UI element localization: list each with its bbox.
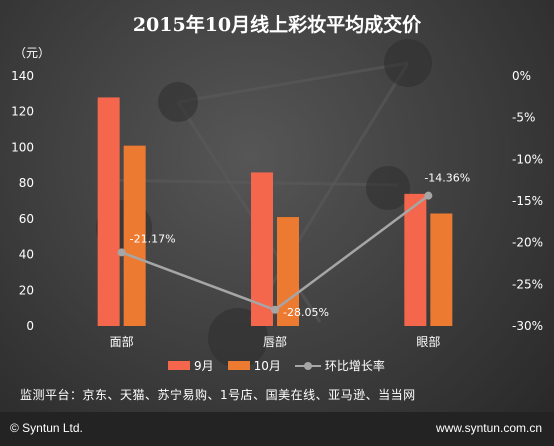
- legend-swatch-sep: [168, 361, 190, 370]
- bar-oct: [430, 213, 453, 326]
- legend-label-sep: 9月: [194, 359, 214, 373]
- growth-line-group: -21.17% -28.05% -14.36%: [117, 172, 470, 319]
- legend-label-growth: 环比增长率: [324, 359, 385, 373]
- growth-data-label: -28.05%: [283, 306, 329, 319]
- legend-item-sep: 9月: [168, 357, 214, 374]
- y2-tick-label: -20%: [512, 236, 543, 250]
- bar-sep: [404, 193, 427, 326]
- footer-bar: © Syntun Ltd. www.syntun.com.cn: [0, 412, 554, 446]
- y-tick-label: 140: [11, 69, 34, 83]
- bar-sep: [251, 172, 273, 326]
- y2-tick-label: -15%: [512, 194, 543, 208]
- growth-point: [117, 248, 126, 257]
- legend-item-growth: 环比增长率: [294, 357, 385, 374]
- legend-label-oct: 10月: [253, 359, 281, 373]
- growth-point: [424, 191, 433, 200]
- decoration-circle: [158, 82, 198, 122]
- left-axis-ticks: 0 20 40 60 80 100 120 140: [11, 69, 34, 333]
- y-tick-label: 120: [11, 105, 34, 119]
- legend-swatch-growth: [294, 361, 321, 371]
- y-tick-label: 20: [19, 283, 34, 297]
- decoration-line: [248, 62, 410, 321]
- bars-group: [97, 97, 453, 326]
- monitor-platforms-text: 监测平台：京东、天猫、苏宁易购、1号店、国美在线、亚马逊、当当网: [20, 388, 416, 402]
- y2-tick-label: -10%: [512, 152, 543, 166]
- category-labels: 面部 唇部 眼部: [110, 334, 441, 349]
- y2-tick-label: 0%: [512, 69, 531, 83]
- category-label: 唇部: [263, 334, 287, 349]
- category-label: 面部: [110, 334, 134, 349]
- category-label: 眼部: [416, 334, 440, 349]
- legend-swatch-oct: [227, 361, 250, 370]
- bar-oct: [123, 145, 146, 326]
- legend-item-oct: 10月: [227, 357, 281, 374]
- y-tick-label: 0: [26, 319, 34, 333]
- growth-data-label: -14.36%: [424, 172, 470, 185]
- decoration-line: [177, 61, 409, 104]
- chart-area: （元） 0 20 40 60 80 100 120 140 0% -5% -10% -15% -20%…: [11, 39, 544, 349]
- chart-title: 2015年10月线上彩妆平均成交价: [132, 14, 422, 36]
- y-axis-unit-label: （元）: [14, 46, 50, 60]
- y-tick-label: 40: [19, 248, 34, 262]
- decoration-circle: [384, 39, 432, 87]
- right-axis-ticks: 0% -5% -10% -15% -20% -25% -30%: [512, 69, 543, 333]
- y-tick-label: 60: [19, 212, 34, 226]
- decoration-line: [99, 178, 399, 187]
- legend: 9月 10月 环比增长率: [168, 357, 399, 374]
- bar-sep: [97, 97, 120, 326]
- growth-data-label: -21.17%: [130, 232, 176, 245]
- bar-oct: [277, 217, 299, 326]
- y-tick-label: 80: [19, 176, 34, 190]
- y-tick-label: 100: [11, 140, 34, 154]
- y2-tick-label: -30%: [512, 319, 543, 333]
- decoration-circle: [366, 166, 410, 210]
- footer-brand: © Syntun Ltd.: [10, 421, 83, 435]
- growth-point: [271, 305, 279, 314]
- y2-tick-label: -25%: [512, 277, 543, 291]
- y2-tick-label: -5%: [512, 111, 535, 125]
- footer-site: www.syntun.com.cn: [435, 421, 542, 435]
